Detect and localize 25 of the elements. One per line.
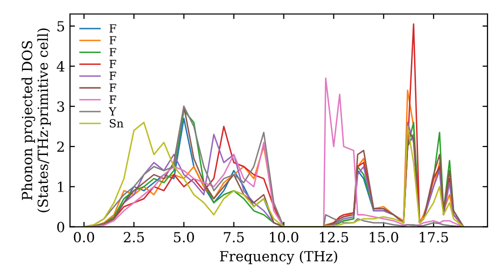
legend-label: F [110, 48, 116, 56]
y-tick-label: 1 [58, 182, 64, 192]
legend-label: Y [108, 107, 116, 116]
legend-label: F [110, 24, 116, 32]
legend-label: F [110, 36, 116, 44]
y-tick-label: 4 [56, 61, 64, 72]
x-tick-label: 12.5 [320, 232, 348, 242]
legend-label: F [110, 84, 116, 92]
x-tick-label: 15.0 [370, 232, 398, 242]
y-tick-label: 5 [57, 21, 64, 32]
y-tick-label: 0 [57, 222, 64, 232]
x-tick-label: 7.5 [224, 232, 244, 242]
legend-label: Sn [110, 119, 124, 128]
x-tick-label: 10.0 [270, 232, 298, 242]
legend-label: F [110, 72, 116, 80]
y-tick-label: 3 [57, 101, 64, 112]
y-axis-title: Phonon projected DOS (States/THz·primitive cell) [22, 28, 51, 212]
x-tick-label: 5.0 [174, 232, 194, 242]
x-axis-title: Frequency (THz) [220, 250, 338, 264]
y-tick-label: 2 [57, 141, 64, 152]
legend-label: F [110, 96, 116, 104]
x-tick-label: 0.0 [74, 232, 94, 242]
legend-label: F [110, 60, 116, 68]
x-tick-label: 2.5 [124, 232, 144, 242]
x-tick-label: 17.5 [420, 232, 448, 242]
